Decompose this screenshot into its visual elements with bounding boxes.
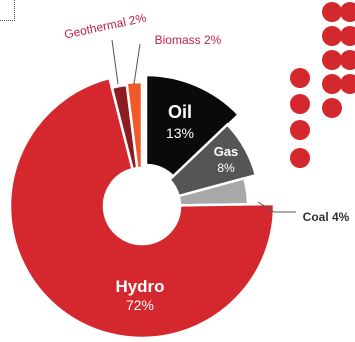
decorative-dot [340,74,355,94]
decorative-dot [322,74,342,94]
decorative-dot [322,98,342,118]
decorative-dot [290,94,310,114]
decorative-dot [290,148,310,168]
slice-value-oil: 13% [166,125,194,141]
slice-value-hydro: 72% [126,297,154,313]
decorative-dot [322,50,342,70]
decorative-dot [340,50,355,70]
slice-gas [167,122,258,198]
callout-line-biomass [133,43,141,85]
callout-line-coal [257,201,296,213]
decorative-dot [340,2,355,22]
slice-label-gas: Gas [214,144,239,159]
decorative-dot [290,68,310,88]
decorative-dot [340,26,355,46]
callout-line-geothermal [111,39,119,85]
decorative-dotted-frame [0,0,15,21]
slice-oil [144,73,241,179]
slice-label-geothermal: Geothermal 2% [63,11,148,42]
slice-hydro [8,76,276,340]
slice-label-hydro: Hydro [115,277,164,296]
slice-biomass [125,80,144,170]
slice-label-oil: Oil [168,102,192,122]
slice-value-gas: 8% [217,161,235,175]
decorative-dot [322,2,342,22]
decorative-dot [290,120,310,140]
slice-label-biomass: Biomass 2% [155,33,222,47]
slice-label-coal: Coal 4% [303,210,350,224]
decorative-dot [322,26,342,46]
